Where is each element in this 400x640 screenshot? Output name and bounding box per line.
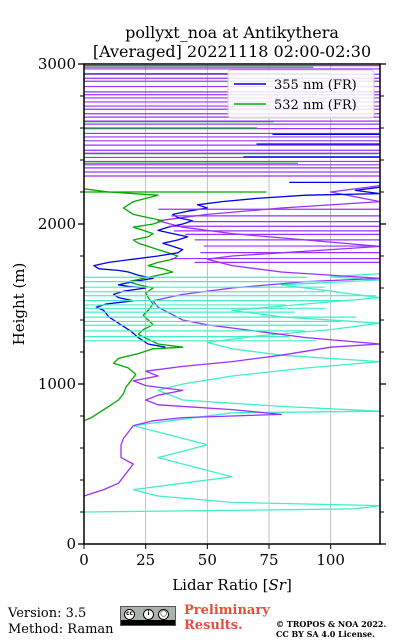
x-tick-label-0: 0 — [79, 551, 89, 569]
series-line-2 — [83, 184, 381, 497]
lidar-ratio-chart: pollyxt_noa at Antikythera [Averaged] 20… — [10, 23, 386, 594]
x-axis-label: Lidar Ratio [Sr] — [172, 576, 292, 594]
by-icon: i — [143, 609, 154, 620]
copyright-line1: © TROPOS & NOA 2022. — [276, 619, 387, 629]
y-tick-label-2: 2000 — [38, 215, 76, 233]
x-axis-label-end: ] — [286, 576, 292, 594]
legend-label-355: 355 nm (FR) — [274, 78, 357, 93]
y-tick-label-3: 3000 — [38, 55, 76, 73]
y-tick-label-0: 0 — [66, 535, 76, 553]
series-line-3 — [83, 272, 381, 513]
footer-info: Version: 3.5 Method: Raman — [8, 606, 114, 638]
x-axis-label-symbol: Sr — [269, 576, 287, 594]
y-tick-label-1: 1000 — [38, 375, 76, 393]
legend-box — [227, 69, 375, 119]
series-line-1 — [83, 188, 184, 422]
x-tick-label-2: 50 — [198, 551, 217, 569]
chart-title-line1: pollyxt_noa at Antikythera — [125, 23, 339, 42]
method-text: Method: Raman — [8, 622, 114, 637]
legend-label-532: 532 nm (FR) — [274, 98, 357, 113]
x-axis-label-main: Lidar Ratio [ — [172, 576, 268, 594]
x-tick-label-4: 100 — [316, 551, 345, 569]
cc-icon: cc — [124, 609, 135, 620]
series-line-0 — [93, 186, 381, 348]
chart-title-line2: [Averaged] 20221118 02:00-02:30 — [93, 42, 371, 61]
version-text: Version: 3.5 — [8, 606, 87, 621]
sa-icon: ◯ — [158, 609, 169, 620]
cc-license-logo: cc i ◯ — [120, 606, 176, 626]
preliminary-line2: Results. — [184, 618, 243, 633]
cc-badge-bar — [121, 620, 175, 625]
preliminary-notice: Preliminary Results. — [184, 603, 270, 633]
legend: 355 nm (FR) 532 nm (FR) — [227, 69, 375, 119]
series-lines — [83, 184, 381, 513]
x-tick-label-1: 25 — [136, 551, 155, 569]
x-tick-label-3: 75 — [259, 551, 278, 569]
copyright-line2: CC BY SA 4.0 License. — [276, 629, 375, 639]
copyright-notice: © TROPOS & NOA 2022. CC BY SA 4.0 Licens… — [276, 619, 386, 639]
plot-frame — [83, 63, 381, 545]
preliminary-line1: Preliminary — [184, 603, 270, 618]
y-axis-label: Height (m) — [10, 263, 28, 346]
